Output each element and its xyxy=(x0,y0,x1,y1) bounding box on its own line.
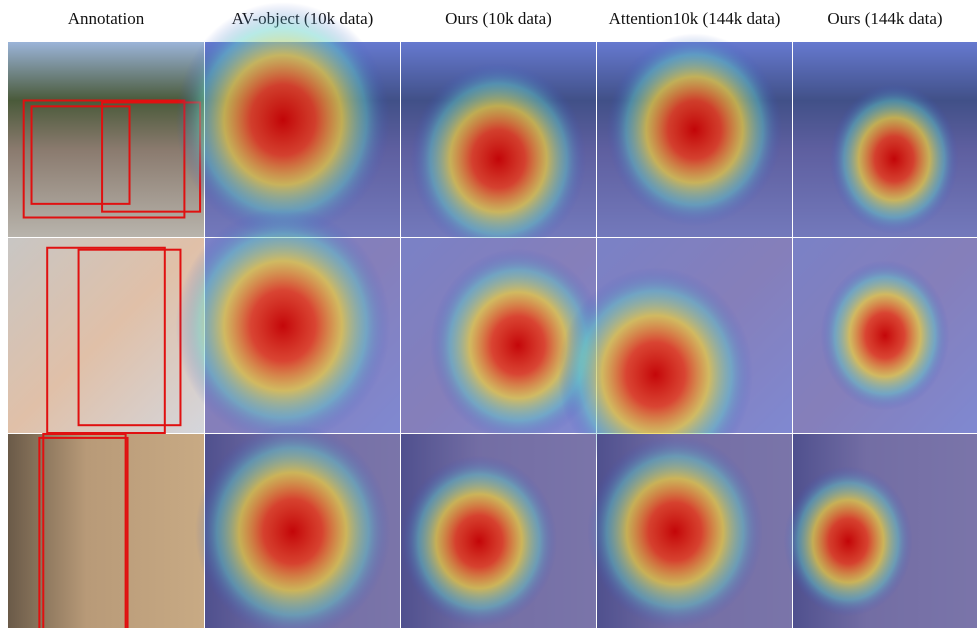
column-header: Attention10k (144k data) xyxy=(609,9,781,28)
image xyxy=(8,238,204,433)
column-headers: AnnotationAV-object (10k data)Ours (10k … xyxy=(68,9,943,28)
heatmap-hotspot xyxy=(784,466,913,616)
column-header: Ours (144k data) xyxy=(827,9,942,28)
heatmap-hotspot xyxy=(401,455,557,627)
figure: AnnotationAV-object (10k data)Ours (10k … xyxy=(0,0,977,628)
heatmap-hotspot xyxy=(587,435,763,628)
heatmap-hotspot xyxy=(411,62,587,255)
column-header: Ours (10k data) xyxy=(445,9,552,28)
heatmap-hotspot xyxy=(830,84,959,234)
heatmap-hotspot xyxy=(176,2,391,238)
image xyxy=(8,434,204,628)
heatmap-hotspot xyxy=(607,33,783,226)
heatmap-hotspot xyxy=(821,260,950,410)
image xyxy=(8,42,204,237)
column-header: Annotation xyxy=(68,9,145,28)
heatmap-hotspot xyxy=(176,208,391,444)
image-grid xyxy=(8,2,977,628)
